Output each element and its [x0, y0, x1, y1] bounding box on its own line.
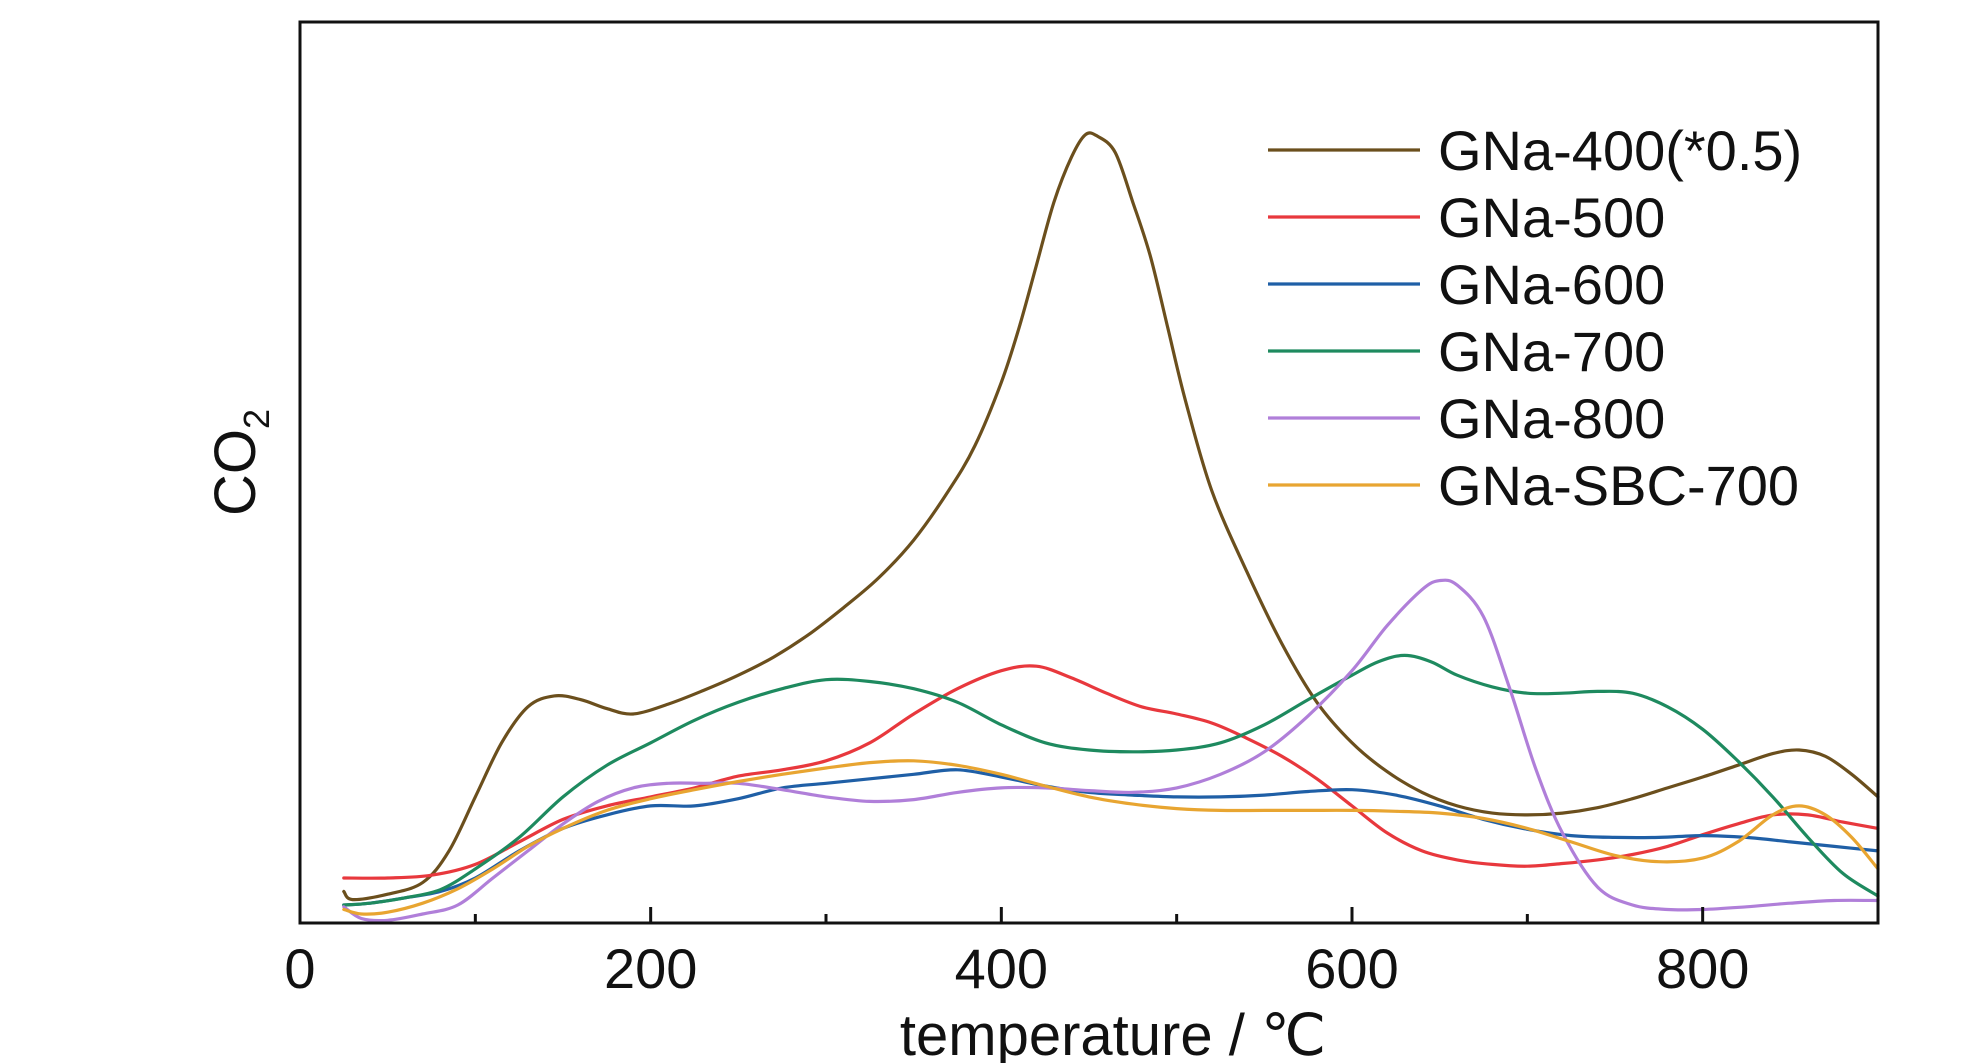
x-tick-label: 400 — [955, 937, 1048, 1000]
x-axis-tick-labels: 0 200 400 600 800 — [284, 937, 1749, 1000]
x-tick-label: 800 — [1656, 937, 1749, 1000]
legend-label: GNa-500 — [1438, 186, 1665, 249]
x-tick-label: 0 — [284, 937, 315, 1000]
legend-label: GNa-600 — [1438, 253, 1665, 316]
series-line-2 — [342, 664, 1880, 880]
series-line-6 — [342, 759, 1880, 916]
x-tick-label: 600 — [1305, 937, 1398, 1000]
y-axis-label: CO2 — [203, 409, 277, 516]
legend: GNa-400(*0.5)GNa-500GNa-600GNa-700GNa-80… — [1268, 119, 1802, 517]
y-axis-label-subscript: 2 — [236, 409, 277, 429]
x-axis-ticks — [298, 907, 1705, 923]
y-axis-label-main: CO — [203, 429, 268, 516]
legend-label: GNa-SBC-700 — [1438, 454, 1799, 517]
series-line-5 — [342, 578, 1880, 923]
legend-label: GNa-700 — [1438, 320, 1665, 383]
plot-frame — [298, 20, 1880, 925]
x-tick-label: 200 — [604, 937, 697, 1000]
series-line-1 — [342, 131, 1880, 902]
legend-label: GNa-400(*0.5) — [1438, 119, 1802, 182]
plot-lines — [342, 131, 1880, 923]
series-line-4 — [342, 653, 1880, 907]
legend-label: GNa-800 — [1438, 387, 1665, 450]
x-axis-label: temperature / ℃ — [900, 1003, 1326, 1063]
